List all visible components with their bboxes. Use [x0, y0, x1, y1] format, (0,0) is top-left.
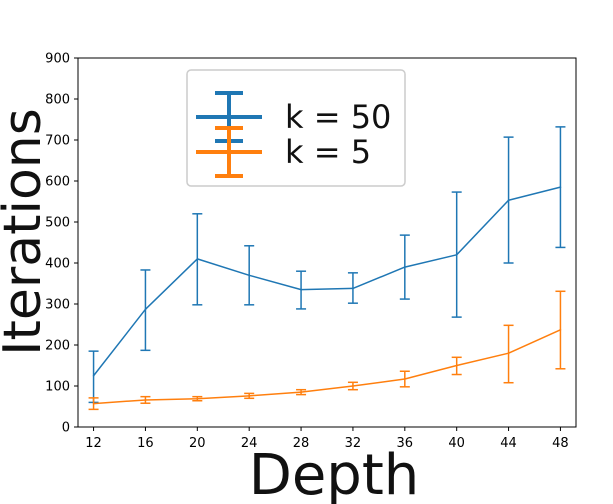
data-point — [455, 364, 458, 367]
x-tick-label: 16 — [137, 436, 154, 451]
data-point — [352, 287, 354, 290]
legend-label: k = 5 — [285, 133, 371, 171]
x-tick-label: 24 — [241, 436, 258, 451]
series-line — [93, 329, 561, 405]
legend-item-1: k = 5 — [196, 126, 371, 178]
x-tick-label: 20 — [189, 436, 206, 451]
x-tick-label: 40 — [448, 436, 465, 451]
series-1 — [88, 290, 566, 411]
y-tick-label: 900 — [45, 52, 70, 67]
x-tick-label: 12 — [85, 436, 102, 451]
data-point — [92, 374, 95, 377]
data-point — [455, 254, 458, 256]
y-tick-label: 800 — [45, 93, 70, 108]
x-tick-label: 44 — [500, 436, 517, 451]
x-tick-label: 48 — [552, 436, 569, 451]
legend-box — [186, 69, 406, 187]
data-point — [196, 397, 199, 400]
data-point — [300, 288, 302, 291]
data-point — [144, 308, 147, 311]
y-tick-label: 500 — [45, 216, 70, 231]
data-point — [507, 352, 510, 355]
y-tick-label: 700 — [45, 134, 70, 149]
data-point — [559, 329, 562, 331]
data-point — [507, 199, 510, 202]
data-point — [248, 395, 250, 397]
y-axis: 0 100 200 300 400 500 600 700 800 900 — [45, 52, 78, 436]
data-point — [559, 186, 562, 188]
y-tick-label: 0 — [62, 421, 70, 436]
legend-label: k = 50 — [285, 98, 391, 136]
data-point — [300, 391, 302, 393]
data-point — [248, 274, 250, 277]
series-0 — [88, 126, 566, 404]
data-point — [404, 378, 406, 380]
y-axis-title: Iterations — [0, 108, 53, 356]
legend-item-0: k = 50 — [196, 91, 391, 143]
data-point — [404, 266, 406, 268]
y-tick-label: 400 — [45, 257, 70, 272]
data-point — [92, 402, 95, 405]
x-axis-title: Depth — [249, 443, 420, 504]
y-tick-label: 100 — [45, 380, 70, 395]
x-tick-label: 32 — [345, 436, 362, 451]
x-axis: 12 16 20 24 28 32 36 40 44 48 — [85, 427, 569, 451]
y-tick-label: 600 — [45, 175, 70, 190]
legend: k = 50k = 5 — [186, 69, 406, 187]
x-tick-label: 36 — [397, 436, 414, 451]
data-point — [352, 385, 354, 387]
series-layer — [88, 126, 566, 411]
y-tick-label: 300 — [45, 298, 70, 313]
series-line — [92, 186, 561, 377]
data-point — [144, 399, 147, 401]
x-tick-label: 28 — [293, 436, 310, 451]
data-point — [196, 258, 199, 260]
y-tick-label: 200 — [45, 339, 70, 354]
